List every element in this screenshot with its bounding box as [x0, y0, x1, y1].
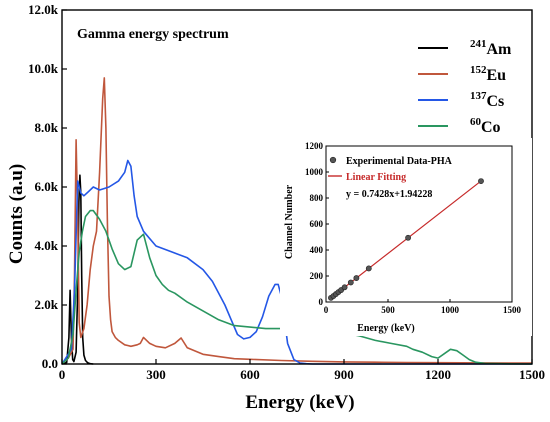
y-tick-label: 6.0k: [35, 179, 59, 194]
main-ticks-layer: 0 300 600 900 1200 1500 0.0 2.0k 4.0k 6.0k 8.0k 10.…: [28, 2, 545, 382]
inset-fit-equation: y = 0.7428x+1.94228: [346, 189, 432, 200]
x-tick-label: 0: [59, 367, 66, 382]
inset-chart: 0 500 1000 1500 0 200 400 600 800 1000 1200 Energy…: [280, 138, 532, 336]
series-line-co: [61, 209, 533, 365]
series-line-am: [61, 174, 94, 365]
inset-x-axis-title: Energy (keV): [357, 323, 415, 334]
x-tick-label: 900: [334, 367, 354, 382]
inset-x-tick-label: 1500: [503, 305, 522, 315]
inset-content-layer: [328, 178, 484, 301]
data-point: [341, 284, 348, 291]
inset-y-axis-title: Channel Number: [284, 184, 295, 259]
data-point: [478, 178, 484, 184]
inset-ticks-layer: 0 500 1000 1500 0 200 400 600 800 1000 1200: [305, 141, 522, 315]
inset-y-tick-label: 1200: [305, 141, 324, 151]
data-point: [405, 234, 411, 241]
inset-y-tick-label: 200: [310, 271, 324, 281]
inset-legend-points-label: Experimental Data-PHA: [346, 156, 453, 167]
inset-y-tick-label: 800: [310, 193, 324, 203]
y-tick-label: 2.0k: [35, 297, 59, 312]
legend-label-co: 60Co: [470, 116, 501, 136]
inset-legend-fit-label: Linear Fitting: [346, 172, 406, 183]
x-tick-label: 600: [240, 367, 260, 382]
legend-label-am: 241Am: [470, 38, 512, 58]
y-tick-label: 12.0k: [28, 2, 59, 17]
x-tick-label: 1200: [425, 367, 451, 382]
data-point: [347, 279, 354, 286]
chart-title: Gamma energy spectrum: [77, 27, 229, 42]
inset-y-tick-label: 400: [310, 245, 324, 255]
series-line-eu: [61, 77, 533, 365]
inset-y-tick-label: 600: [310, 219, 324, 229]
data-point: [365, 265, 372, 272]
inset-x-tick-label: 500: [381, 305, 395, 315]
inset-x-tick-label: 0: [324, 305, 329, 315]
y-axis-title: Counts (a.u): [6, 164, 27, 264]
inset-y-tick-label: 1000: [305, 167, 324, 177]
legend-label-cs: 137Cs: [470, 90, 504, 110]
main-series-layer: [61, 77, 533, 365]
y-tick-label: 8.0k: [35, 120, 59, 135]
x-tick-label: 300: [146, 367, 166, 382]
inset-y-tick-label: 0: [319, 297, 324, 307]
x-tick-label: 1500: [519, 367, 545, 382]
legend-label-eu: 152Eu: [470, 64, 506, 84]
y-tick-label: 10.0k: [28, 61, 59, 76]
inset-legend: Experimental Data-PHA Linear Fitting y = 0…: [328, 156, 453, 200]
legend: 241Am 152Eu 137Cs 60Co: [418, 38, 512, 136]
y-tick-label: 4.0k: [35, 238, 59, 253]
data-point: [353, 275, 360, 281]
y-tick-label: 0.0: [42, 356, 58, 371]
inset-legend-marker: [329, 156, 337, 164]
x-axis-title: Energy (keV): [245, 392, 354, 413]
inset-x-tick-label: 1000: [441, 305, 460, 315]
